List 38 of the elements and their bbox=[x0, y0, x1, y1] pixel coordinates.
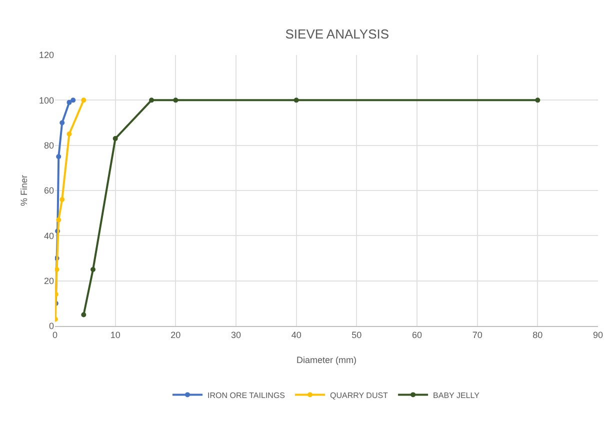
point bbox=[81, 98, 86, 103]
point bbox=[70, 98, 76, 103]
x-tick-label: 30 bbox=[230, 330, 242, 340]
legend-label: QUARRY DUST bbox=[330, 390, 388, 400]
y-tick-label: 100 bbox=[38, 95, 54, 106]
x-tick-label: 20 bbox=[170, 330, 181, 340]
x-tick-label: 50 bbox=[352, 330, 362, 340]
point bbox=[60, 197, 65, 202]
x-tick-label: 70 bbox=[472, 330, 482, 340]
x-tick-label: 10 bbox=[110, 330, 120, 340]
y-tick-label: 0 bbox=[48, 321, 54, 332]
x-tick-label: 40 bbox=[291, 330, 302, 340]
y-tick-label: 120 bbox=[38, 50, 54, 60]
y-tick-label: 60 bbox=[44, 186, 54, 196]
y-tick-label: 40 bbox=[44, 230, 54, 241]
legend-label: BABY JELLY bbox=[433, 390, 480, 400]
y-tick-label: 80 bbox=[44, 140, 54, 150]
y-tick-label: 20 bbox=[44, 276, 54, 286]
point bbox=[535, 98, 540, 103]
legend-label: IRON ORE TAILINGS bbox=[208, 390, 285, 400]
point bbox=[81, 312, 86, 318]
y-axis-title: % Finer bbox=[19, 174, 29, 206]
point bbox=[112, 136, 118, 142]
point bbox=[55, 267, 60, 272]
point bbox=[56, 217, 62, 222]
point bbox=[60, 120, 65, 126]
point bbox=[149, 98, 154, 103]
x-axis-title: Diameter (mm) bbox=[296, 355, 356, 365]
chart-title: SIEVE ANALYSIS bbox=[285, 26, 390, 42]
point bbox=[66, 100, 72, 105]
x-tick-label: 60 bbox=[412, 330, 422, 340]
point bbox=[66, 132, 72, 137]
x-tick-label: 90 bbox=[592, 330, 604, 340]
point bbox=[90, 267, 96, 272]
x-tick-label: 80 bbox=[532, 330, 543, 340]
point bbox=[294, 98, 299, 103]
point bbox=[56, 154, 62, 160]
point bbox=[173, 98, 178, 103]
